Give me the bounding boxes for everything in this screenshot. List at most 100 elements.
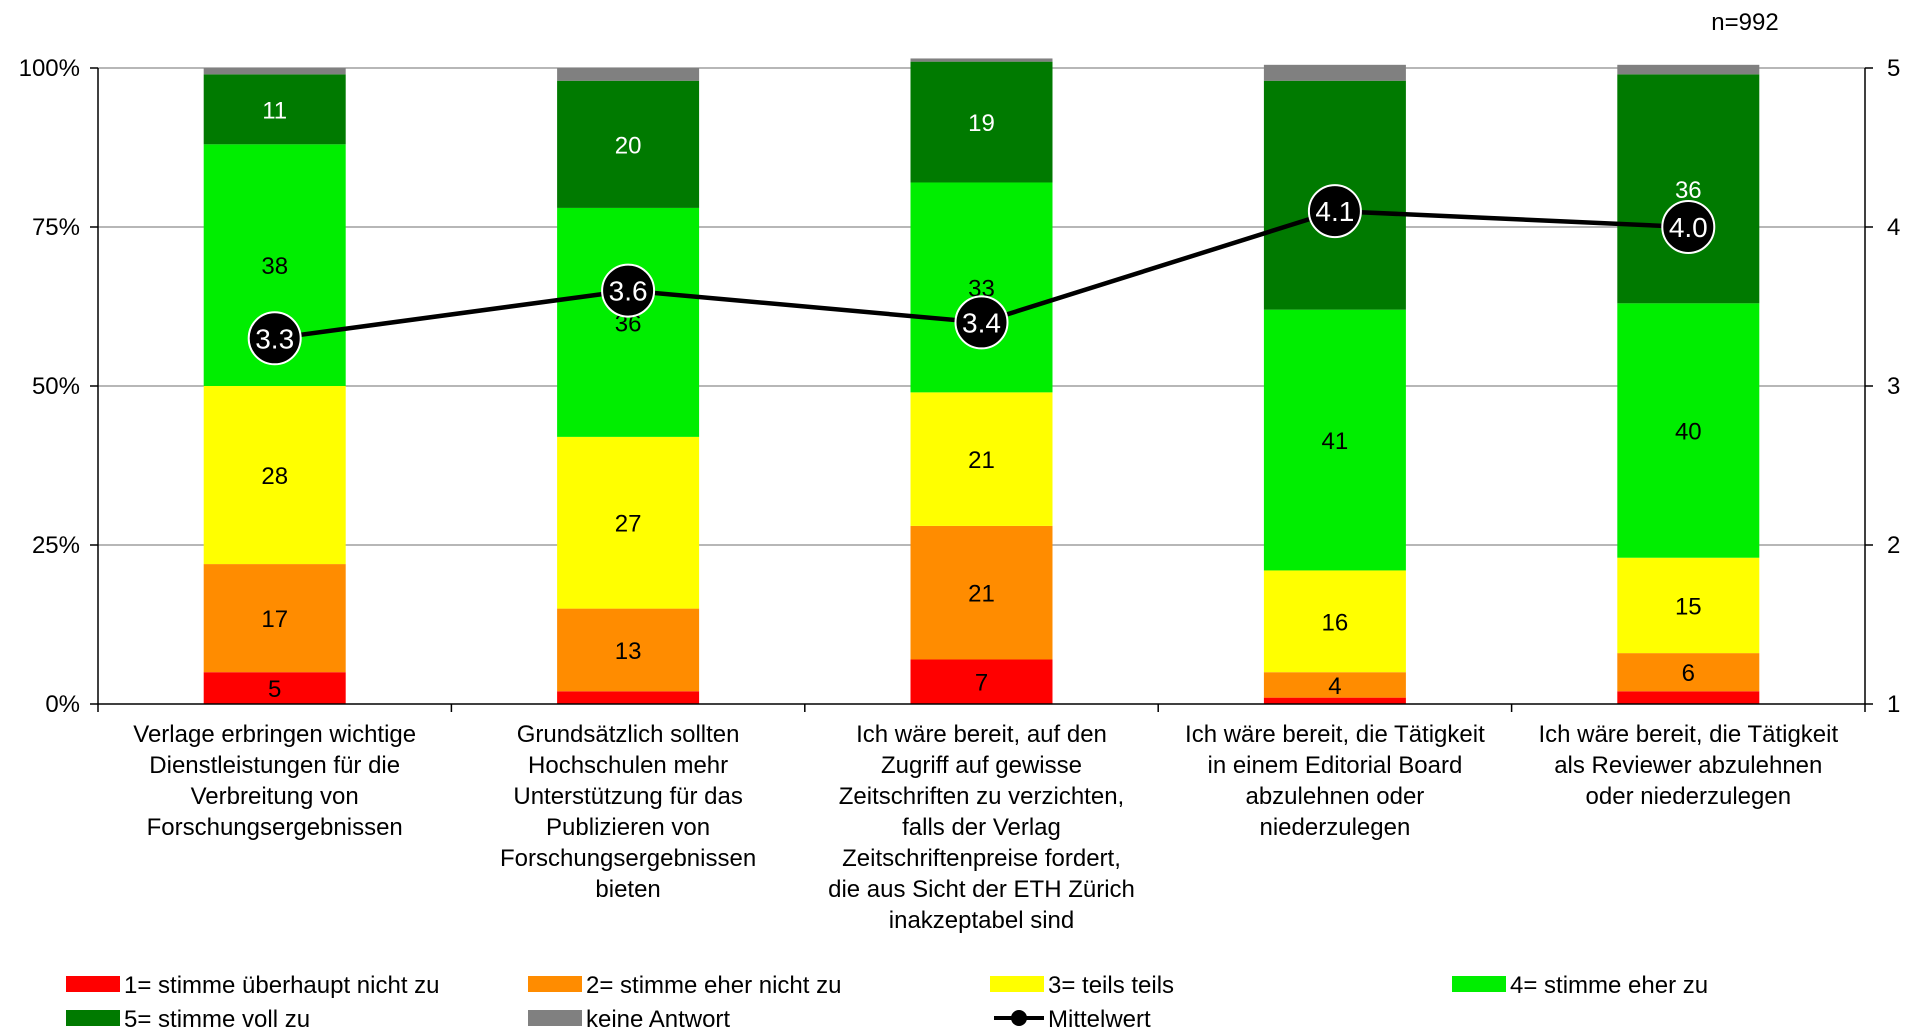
category-label-line: Ich wäre bereit, die Tätigkeit [1185, 721, 1485, 748]
legend-swatch [66, 976, 120, 992]
mean-value-label: 3.6 [609, 276, 648, 307]
category-label-line: abzulehnen oder [1245, 783, 1424, 810]
category-label: Ich wäre bereit, die Tätigkeit als Review… [1538, 721, 1838, 810]
bar-value-label: 11 [262, 97, 287, 124]
legend-label: keine Antwort [586, 1006, 730, 1033]
mean-marker [1307, 184, 1362, 239]
category-label-line: Unterstützung für das [513, 783, 742, 810]
bar-segment [203, 386, 346, 565]
category-label-line: in einem Editorial Board [1207, 752, 1462, 779]
category-label-line: Grundsätzlich sollten [517, 721, 740, 748]
bar-segment [557, 207, 700, 437]
bar-segment [1263, 309, 1406, 571]
y-right-tick-label: 1 [1887, 691, 1900, 718]
legend-label: 4= stimme eher zu [1510, 972, 1708, 999]
bar-segment [557, 691, 700, 704]
category-label-line: als Reviewer abzulehnen [1554, 752, 1822, 779]
y-left-tick-label: 100% [19, 55, 80, 82]
mean-marker [601, 263, 656, 318]
bar-segment [1263, 64, 1406, 81]
bar-segment [910, 659, 1053, 704]
category-label-line: Zugriff auf gewisse [881, 752, 1082, 779]
bar-segment [203, 74, 346, 145]
bar-value-label: 36 [1675, 177, 1702, 204]
category-label: Ich wäre bereit, die Tätigkeit in einem E… [1185, 721, 1485, 841]
bar-value-label: 27 [615, 511, 642, 538]
y-right-tick-label: 2 [1887, 532, 1900, 559]
bar-value-label: 40 [1675, 419, 1702, 446]
bar-stacks: 5172838111327362072121331941641366154036 [203, 58, 1760, 704]
bar-segment [203, 672, 346, 704]
legend-swatch [1452, 976, 1506, 992]
legend-label: Mittelwert [1048, 1006, 1151, 1033]
category-label-line: Hochschulen mehr [528, 752, 728, 779]
bar-value-label: 21 [968, 581, 995, 608]
y-left-tick-label: 25% [32, 532, 80, 559]
bar-segment [1617, 303, 1760, 558]
legend-swatch [528, 1010, 582, 1026]
category-label: Verlage erbringen wichtige Dienstleistung… [133, 721, 416, 841]
y-right-tick-label: 3 [1887, 373, 1900, 400]
bar-value-label: 16 [1322, 609, 1349, 636]
category-label-line: die aus Sicht der ETH Zürich [828, 876, 1135, 903]
mean-value-label: 3.3 [255, 323, 294, 354]
bar-value-label: 38 [261, 253, 288, 280]
bar-segment [1617, 691, 1760, 704]
sample-size-note: n=992 [1711, 9, 1778, 36]
bar-segment [557, 80, 700, 208]
category-label-line: Dienstleistungen für die [149, 752, 400, 779]
legend-swatch [528, 976, 582, 992]
bar-value-label: 15 [1675, 593, 1702, 620]
category-label: Grundsätzlich sollten Hochschulen mehr Unt… [500, 721, 756, 903]
bar-segment [1617, 557, 1760, 654]
category-label-line: Ich wäre bereit, die Tätigkeit [1538, 721, 1838, 748]
category-label-line: niederzulegen [1260, 814, 1411, 841]
bar-segment [1617, 653, 1760, 692]
bar-segment [557, 608, 700, 692]
bar-value-label: 20 [615, 132, 642, 159]
mean-marker [247, 311, 302, 366]
bar-segment [557, 68, 700, 81]
bar-segment [910, 182, 1053, 393]
bar-segment [1263, 672, 1406, 698]
category-label-line: bieten [595, 876, 660, 903]
bar-segment [1617, 64, 1760, 75]
axes: 0% 25% 50% 75% 100% 1 2 3 4 5 [19, 55, 1901, 718]
bar-value-label: 41 [1322, 428, 1349, 455]
category-label-line: Zeitschriften zu verzichten, [839, 783, 1124, 810]
legend: 1= stimme überhaupt nicht zu 2= stimme eh… [66, 972, 1708, 1033]
mean-value-label: 4.0 [1669, 212, 1708, 243]
category-label-line: oder niederzulegen [1586, 783, 1792, 810]
bar-value-label: 5 [268, 676, 281, 703]
legend-swatch-marker [1011, 1010, 1027, 1026]
bar-segment [1617, 74, 1760, 304]
bar-value-label: 19 [968, 110, 995, 137]
y-left-tick-label: 50% [32, 373, 80, 400]
bar-segment [910, 58, 1053, 62]
bar-segment [910, 525, 1053, 660]
mean-value-label: 4.1 [1315, 196, 1354, 227]
category-label-line: Forschungsergebnissen [147, 814, 403, 841]
category-label-line: inakzeptabel sind [889, 907, 1074, 934]
bar-segment [203, 68, 346, 75]
legend-label: 1= stimme überhaupt nicht zu [124, 972, 440, 999]
bar-segment [557, 436, 700, 609]
bar-value-label: 13 [615, 638, 642, 665]
bar-segment [910, 392, 1053, 526]
bar-segment [1263, 570, 1406, 673]
bar-value-label: 21 [968, 447, 995, 474]
y-right-tick-label: 4 [1887, 214, 1900, 241]
y-left-tick-label: 75% [32, 214, 80, 241]
legend-swatch [66, 1010, 120, 1026]
category-label-line: Ich wäre bereit, auf den [856, 721, 1107, 748]
legend-label: 2= stimme eher nicht zu [586, 972, 841, 999]
mean-marker [1661, 200, 1716, 254]
bar-segment [1263, 697, 1406, 704]
y-left-tick-label: 0% [45, 691, 80, 718]
bar-value-label: 4 [1328, 673, 1341, 700]
bar-value-label: 28 [261, 463, 288, 490]
mean-line: 3.3 3.6 3.4 4.1 4.0 [247, 184, 1716, 366]
category-labels: Verlage erbringen wichtige Dienstleistung… [133, 721, 1838, 934]
category-label-line: Zeitschriftenpreise fordert, [842, 845, 1121, 872]
